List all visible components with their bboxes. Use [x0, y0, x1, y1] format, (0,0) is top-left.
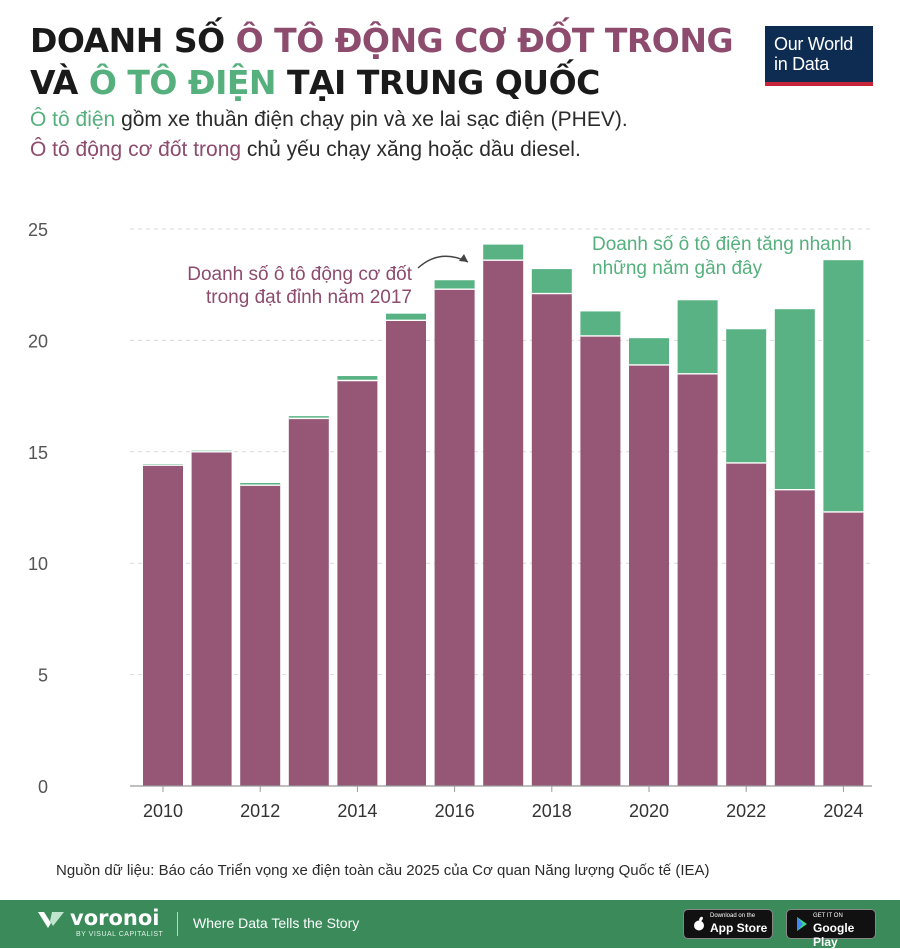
- chart-title: DOANH SỐ Ô TÔ ĐỘNG CƠ ĐỐT TRONG VÀ Ô TÔ …: [30, 20, 734, 104]
- y-tick-label: 10: [28, 554, 48, 574]
- title-text: DOANH SỐ: [30, 21, 236, 60]
- bar-ice-2013: [288, 418, 329, 786]
- bar-ev-2013: [288, 416, 329, 419]
- annotation-arrow: [417, 255, 469, 269]
- subtitle-ev-term: Ô tô điện: [30, 108, 116, 131]
- y-tick-label: 0: [38, 777, 48, 797]
- x-tick-label: 2020: [629, 801, 669, 821]
- x-tick-label: 2024: [823, 801, 863, 821]
- bar-ev-2018: [531, 269, 572, 294]
- bar-ice-2020: [629, 364, 669, 786]
- bar-ice-2023: [774, 489, 815, 786]
- title-line-2: VÀ Ô TÔ ĐIỆN TẠI TRUNG QUỐC: [30, 62, 733, 104]
- brand-name: voronoi: [70, 906, 160, 930]
- annotation-ice-peak-line1: Doanh số ô tô động cơ đốt: [187, 264, 413, 285]
- app-store-badge[interactable]: Download on the App Store: [683, 909, 773, 939]
- annotation-arrow-head: [459, 254, 468, 262]
- y-tick-label: 25: [28, 220, 48, 240]
- y-tick-label: 20: [28, 331, 48, 351]
- x-tick-label: 2010: [143, 801, 183, 821]
- bar-ice-2019: [580, 335, 621, 786]
- bar-ev-2019: [580, 311, 621, 336]
- logo-line-1: Our World: [774, 34, 853, 54]
- bar-ice-2022: [726, 462, 767, 786]
- x-tick-label: 2012: [240, 801, 280, 821]
- x-tick-label: 2018: [532, 801, 572, 821]
- google-play-small-text: GET IT ON: [813, 913, 843, 919]
- title-line-1: DOANH SỐ Ô TÔ ĐỘNG CƠ ĐỐT TRONG: [30, 20, 734, 62]
- annotation-ev-growth-line2: những năm gần đây: [592, 258, 763, 279]
- bar-ev-2014: [337, 376, 378, 381]
- brand-subtitle: BY VISUAL CAPITALIST: [76, 931, 164, 938]
- chart-subtitle: Ô tô điện gồm xe thuần điện chạy pin và …: [30, 105, 628, 165]
- bar-ice-2014: [337, 380, 378, 786]
- tagline: Where Data Tells the Story: [193, 915, 360, 931]
- our-world-in-data-logo: Our World in Data: [765, 26, 873, 86]
- x-tick-label: 2022: [726, 801, 766, 821]
- bar-ice-2021: [677, 373, 718, 786]
- google-play-badge[interactable]: GET IT ON Google Play: [786, 909, 876, 949]
- footer-bar: voronoi BY VISUAL CAPITALIST Where Data …: [0, 900, 900, 949]
- bar-ice-2015: [386, 320, 426, 786]
- title-ev-highlight: Ô TÔ ĐIỆN: [88, 63, 277, 102]
- source-note: Nguồn dữ liệu: Báo cáo Triển vọng xe điệ…: [56, 862, 710, 879]
- stacked-bar-chart: 0 5 10 15 20 25 2010 2012 2014 2016 2018 2020 2022 20…: [28, 220, 872, 821]
- apple-icon: [694, 916, 704, 931]
- bar-ice-2012: [240, 485, 281, 786]
- bar-ice-2017: [483, 260, 524, 786]
- x-tick-label: 2014: [337, 801, 377, 821]
- y-tick-label: 15: [28, 443, 48, 463]
- google-play-icon: [797, 917, 807, 931]
- bar-ev-2017: [483, 244, 524, 261]
- app-store-small-text: Download on the: [710, 913, 756, 919]
- annotation-ice-peak-line2: trong đạt đỉnh năm 2017: [206, 287, 412, 308]
- title-text: TẠI TRUNG QUỐC: [276, 63, 600, 102]
- subtitle-ice-term: Ô tô động cơ đốt trong: [30, 138, 242, 161]
- bar-ev-2023: [774, 309, 815, 490]
- bar-ice-2018: [531, 293, 572, 786]
- subtitle-text: chủ yếu chạy xăng hoặc dầu diesel.: [241, 138, 581, 161]
- google-play-label: Google Play: [813, 921, 855, 949]
- bar-ev-2024: [823, 260, 864, 512]
- subtitle-text: gồm xe thuần điện chạy pin và xe lai sạc…: [115, 108, 628, 131]
- bar-ev-2012: [240, 482, 281, 486]
- subtitle-line-1: Ô tô điện gồm xe thuần điện chạy pin và …: [30, 105, 628, 135]
- footer-divider: [177, 912, 178, 936]
- bar-ev-2021: [677, 300, 718, 374]
- bar-ice-2010: [143, 465, 183, 786]
- x-tick-label: 2016: [435, 801, 475, 821]
- subtitle-line-2: Ô tô động cơ đốt trong chủ yếu chạy xăng…: [30, 135, 628, 165]
- title-text: VÀ: [30, 63, 89, 102]
- logo-line-2: in Data: [774, 54, 829, 74]
- bar-ice-2016: [434, 289, 475, 786]
- bar-ice-2024: [823, 511, 864, 786]
- annotation-ev-growth-line1: Doanh số ô tô điện tăng nhanh: [592, 234, 852, 255]
- bar-ice-2011: [191, 451, 232, 786]
- voronoi-logo-icon: [38, 912, 64, 928]
- app-store-label: App Store: [710, 921, 768, 935]
- title-ice-highlight: Ô TÔ ĐỘNG CƠ ĐỐT TRONG: [235, 21, 734, 60]
- y-tick-label: 5: [38, 666, 48, 686]
- bar-ev-2015: [386, 313, 426, 321]
- bar-ev-2020: [629, 338, 669, 365]
- bar-ev-2022: [726, 329, 767, 463]
- bar-ev-2016: [434, 280, 475, 290]
